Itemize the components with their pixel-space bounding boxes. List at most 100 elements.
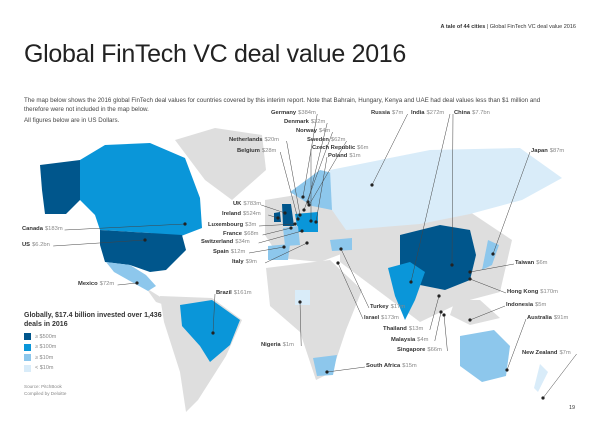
location-dot <box>409 280 413 284</box>
country-name: Singapore <box>397 347 426 353</box>
country-label: Spain $12m <box>213 249 245 255</box>
leader-line <box>268 214 279 219</box>
country-name: Luxembourg <box>208 222 244 228</box>
country-shape-greenland <box>175 128 266 200</box>
country-label: Taiwan $6m <box>515 260 548 266</box>
country-name: New Zealand <box>522 350 558 356</box>
location-dot <box>143 238 147 242</box>
location-dot <box>305 241 309 245</box>
leader-line <box>279 151 299 220</box>
country-shape-russia <box>330 148 562 230</box>
location-dot <box>289 226 293 230</box>
location-dot <box>450 263 454 267</box>
location-dot <box>468 277 472 281</box>
deal-value: $173m <box>381 315 399 321</box>
country-label: Norway $4m <box>296 128 330 134</box>
source-note: Source: PitchBook Compiled by Deloitte <box>24 384 67 396</box>
country-shape-japan <box>482 240 499 270</box>
location-dot <box>541 396 545 400</box>
country-shape-africa <box>266 260 362 380</box>
legend-label: ≥ $100m <box>35 344 57 350</box>
leader-line <box>212 293 216 334</box>
legend-item: ≥ $10m <box>24 354 53 361</box>
country-name: Canada <box>22 226 43 232</box>
legend-label: ≥ $500m <box>35 333 57 340</box>
location-dot <box>437 294 441 298</box>
country-label: Czech Republic $6m <box>312 145 368 151</box>
country-label: Brazil $161m <box>216 290 252 296</box>
deal-value: $62m <box>330 137 346 143</box>
deal-value: $34m <box>235 239 250 245</box>
location-dot <box>298 300 302 304</box>
global-summary: Globally, $17.4 billion invested over 1,… <box>24 312 162 328</box>
location-dot <box>491 252 495 256</box>
location-dot <box>468 270 472 274</box>
deal-value: $384m <box>298 110 316 116</box>
leader-line <box>340 248 370 309</box>
legend-label: ≥ $10m <box>35 354 54 361</box>
country-shape-india <box>388 262 425 320</box>
location-dot <box>314 220 318 224</box>
country-name: Russia <box>371 110 391 116</box>
country-name: Japan <box>531 148 548 154</box>
country-shape-spain <box>268 244 290 260</box>
country-name: Israel <box>364 315 380 321</box>
deal-value: $68m <box>244 231 259 237</box>
country-label: Turkey $17m <box>370 304 405 310</box>
deal-value: $161m <box>233 290 252 296</box>
leader-line <box>469 278 507 294</box>
deal-value: $6m <box>536 260 548 266</box>
leader-line <box>308 140 347 206</box>
country-shape-central-america <box>146 288 168 306</box>
country-shape-germany-region <box>295 212 318 232</box>
deal-value: $28m <box>261 148 277 154</box>
country-label: Nigeria $1m <box>261 342 294 348</box>
leader-line <box>315 156 328 223</box>
location-dot <box>339 247 343 251</box>
location-dot <box>293 222 297 226</box>
deal-value: $183m <box>44 226 63 232</box>
location-dot <box>307 203 311 207</box>
country-label: Singapore $66m <box>397 347 442 353</box>
location-dot <box>505 368 509 372</box>
country-name: Taiwan <box>515 260 535 266</box>
country-label: US $6.2bn <box>22 242 50 248</box>
location-dot <box>183 222 187 226</box>
country-name: China <box>454 110 471 116</box>
deal-value: $32m <box>310 119 326 125</box>
leader-line <box>443 314 448 352</box>
country-shape-turkey <box>330 238 352 251</box>
deal-value: $3m <box>245 222 257 228</box>
country-name: Nigeria <box>261 342 281 348</box>
deal-value: $12m <box>230 249 246 255</box>
deal-value: $7m <box>559 350 571 356</box>
leader-line <box>302 113 318 198</box>
country-label: New Zealand $7m <box>522 350 571 356</box>
leader-line <box>248 246 285 254</box>
deal-value: $9m <box>245 259 257 265</box>
country-label: Australia $91m <box>527 315 568 321</box>
leader-line <box>337 262 364 320</box>
deal-value: $4m <box>318 128 331 134</box>
leader-line <box>506 318 527 371</box>
country-name: Brazil <box>216 290 232 296</box>
country-name: Italy <box>232 259 244 265</box>
country-shape-nigeria <box>295 290 310 305</box>
legend-swatch <box>24 364 31 372</box>
leader-line <box>299 301 302 347</box>
leader-line <box>326 366 366 373</box>
location-dot <box>442 313 446 317</box>
location-dot <box>296 217 300 221</box>
country-label: UK $783m <box>233 201 261 207</box>
country-label: France $68m <box>223 231 259 237</box>
deal-value: $66m <box>427 347 442 353</box>
country-shape-se-asia <box>450 300 500 325</box>
country-label: Indonesia $5m <box>506 302 546 308</box>
location-dot <box>439 310 443 314</box>
country-label: China $7.7bn <box>454 110 490 116</box>
country-name: Poland <box>328 153 348 159</box>
country-name: Turkey <box>370 304 389 310</box>
leader-line <box>258 223 296 227</box>
location-dot <box>276 216 280 220</box>
